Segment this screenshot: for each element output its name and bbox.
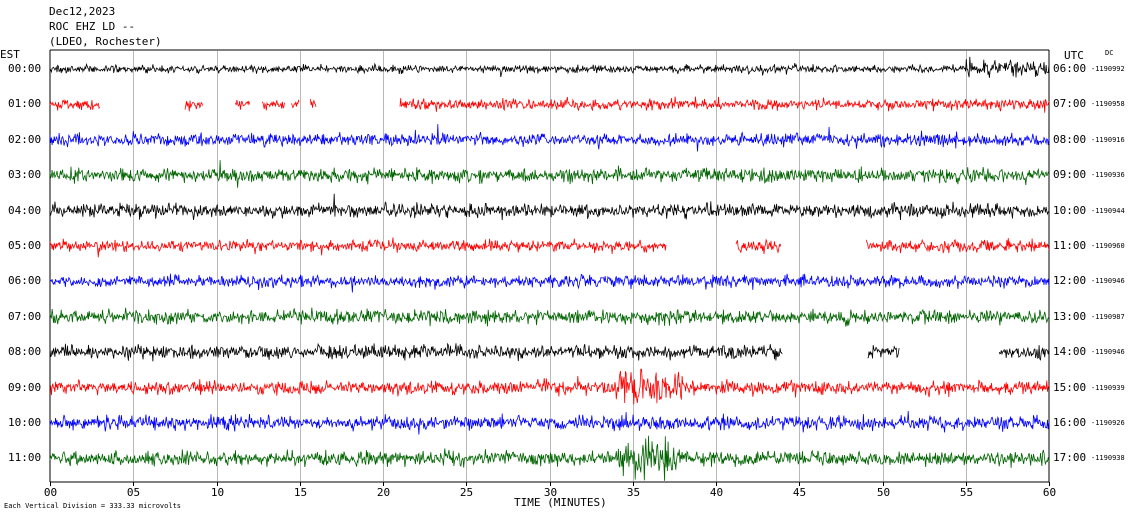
utc-label: 06:00 <box>1053 62 1087 75</box>
trace-1000 <box>49 410 1050 435</box>
trace-0000 <box>49 56 1050 78</box>
dc-label: DC <box>1105 49 1114 57</box>
header-date: Dec12,2023 <box>49 5 116 18</box>
x-tick-label: 50 <box>877 486 890 499</box>
est-label: 01:00 <box>8 97 42 111</box>
est-label: 02:00 <box>8 132 42 146</box>
trace-0300 <box>49 160 1049 188</box>
utc-label: 09:00 <box>1053 168 1087 182</box>
dc-offset-label: -1190946 <box>1091 277 1125 286</box>
est-label: 06:00 <box>8 274 42 288</box>
dc-offset-label: -1190916 <box>1091 135 1125 144</box>
x-tick-label: 60 <box>1043 486 1056 499</box>
dc-offset-label: -1190944 <box>1091 206 1125 215</box>
dc-offset-label: -1190926 <box>1091 419 1125 427</box>
est-label: 00:00 <box>8 62 42 75</box>
x-tick-label: 10 <box>211 486 224 499</box>
est-axis-title: EST <box>0 48 20 61</box>
utc-label: 08:00 <box>1053 132 1087 146</box>
dc-offset-label: -1190938 <box>1091 454 1125 463</box>
x-tick-label: 05 <box>127 486 140 499</box>
x-tick-label: 30 <box>544 486 557 499</box>
dc-offset-label: -1190946 <box>1091 348 1125 357</box>
utc-label: 10:00 <box>1053 203 1087 217</box>
est-label: 05:00 <box>8 239 42 252</box>
x-tick-label: 20 <box>377 486 390 499</box>
x-tick-label: 00 <box>44 486 57 499</box>
trace-0100 <box>49 96 1050 113</box>
scale-note: Each Vertical Division = 333.33 microvol… <box>4 502 182 510</box>
utc-label: 17:00 <box>1053 451 1087 465</box>
utc-label: 07:00 <box>1053 97 1087 111</box>
est-label: 10:00 <box>8 416 42 429</box>
utc-label: 11:00 <box>1053 239 1087 252</box>
x-tick-label: 55 <box>960 486 973 499</box>
x-tick-label: 15 <box>294 486 307 499</box>
dc-offset-label: -1190939 <box>1091 383 1125 392</box>
dc-offset-label: -1190987 <box>1091 312 1125 321</box>
est-label: 03:00 <box>8 168 42 182</box>
trace-0400 <box>49 193 1050 221</box>
trace-0700 <box>49 307 1050 327</box>
dc-offset-label: -1190936 <box>1091 171 1125 180</box>
x-tick-label: 40 <box>710 486 723 499</box>
trace-0900 <box>49 368 1050 405</box>
x-tick-label: 35 <box>627 486 640 499</box>
header-station: ROC EHZ LD -- <box>49 20 136 33</box>
trace-0800 <box>49 342 1050 362</box>
dc-offset-label: -1190958 <box>1091 100 1125 109</box>
utc-label: 14:00 <box>1053 345 1087 359</box>
x-tick-label: 45 <box>793 486 806 499</box>
utc-label: 12:00 <box>1053 274 1087 288</box>
est-label: 09:00 <box>8 380 42 394</box>
est-label: 11:00 <box>8 451 42 465</box>
header-network: (LDEO, Rochester) <box>49 35 162 48</box>
est-label: 04:00 <box>8 203 42 217</box>
dc-offset-label: -1190992 <box>1091 65 1125 73</box>
plot-header: Dec12,2023 ROC EHZ LD -- (LDEO, Rochester) <box>49 4 162 49</box>
trace-1100 <box>49 435 1050 481</box>
trace-0200 <box>49 124 1050 152</box>
x-tick-label: 25 <box>460 486 473 499</box>
dc-offset-label: -1190960 <box>1091 242 1125 250</box>
utc-label: 16:00 <box>1053 416 1087 429</box>
utc-axis-title: UTC <box>1064 49 1084 62</box>
utc-label: 13:00 <box>1053 309 1087 323</box>
x-axis-title: TIME (MINUTES) <box>514 496 607 509</box>
utc-label: 15:00 <box>1053 380 1087 394</box>
trace-0600 <box>49 273 1050 293</box>
est-label: 08:00 <box>8 345 42 359</box>
est-label: 07:00 <box>8 309 42 323</box>
trace-0500 <box>49 237 1050 258</box>
